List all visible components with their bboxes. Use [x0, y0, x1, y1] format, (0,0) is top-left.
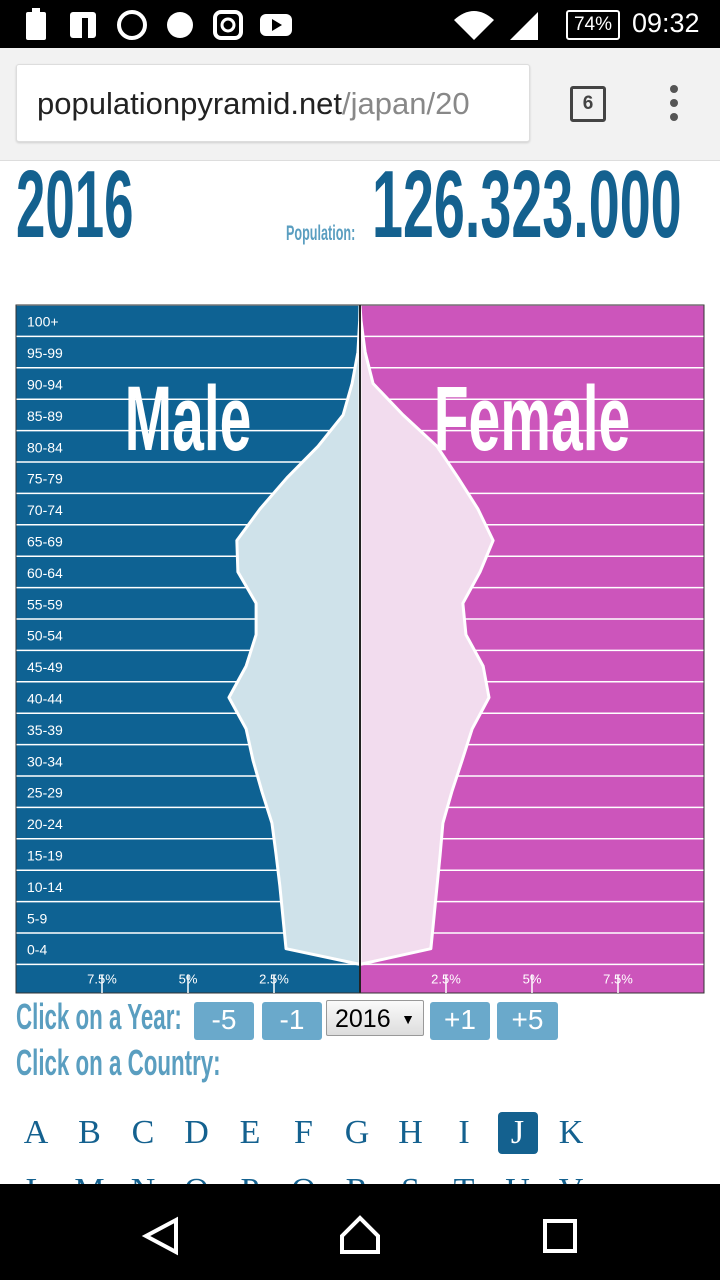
recents-button[interactable]	[543, 1219, 577, 1253]
age-label: 30-34	[27, 753, 63, 769]
year-select[interactable]: 2016 ▼	[326, 1000, 424, 1036]
country-letter[interactable]: J	[497, 1112, 538, 1154]
female-area	[358, 303, 495, 966]
url-path: /japan/20	[342, 86, 470, 121]
series-label: Male	[125, 368, 252, 470]
age-label: 15-19	[27, 848, 63, 864]
country-letter[interactable]: N	[123, 1170, 163, 1184]
year-select-value: 2016	[335, 1005, 391, 1033]
x-tick-label: 2.5%	[259, 971, 289, 986]
nav-icons	[141, 1215, 577, 1256]
pyramid-chart: 0-4 5-9 10-14 15-19 20-24 25-29 30-34 35-39 40-4…	[15, 303, 705, 994]
year-heading: 2016	[16, 151, 134, 258]
age-label: 35-39	[27, 722, 63, 738]
age-label: 100+	[27, 314, 59, 330]
country-letter[interactable]: U	[498, 1170, 538, 1184]
notification-icons	[26, 8, 292, 40]
x-tick-label: 7.5%	[603, 971, 633, 986]
dropdown-arrow: ▼	[401, 1011, 415, 1027]
population-label: Population:	[286, 222, 356, 245]
year-label: Click on a Year:	[16, 996, 182, 1037]
menu-button[interactable]	[664, 84, 684, 124]
country-letter[interactable]: G	[344, 1114, 370, 1151]
country-letter[interactable]: E	[239, 1114, 261, 1151]
age-label: 25-29	[27, 785, 63, 801]
age-label: 70-74	[27, 502, 63, 518]
country-label: Click on a Country:	[16, 1042, 221, 1083]
x-tick-label: 7.5%	[87, 971, 117, 986]
year-button[interactable]: +5	[497, 1002, 558, 1040]
male-area	[227, 303, 362, 966]
x-tick-label: 2.5%	[431, 971, 461, 986]
country-letter[interactable]: Q	[284, 1170, 324, 1184]
age-label: 55-59	[27, 596, 63, 612]
clock: 09:32	[632, 8, 700, 38]
country-letter[interactable]: I	[458, 1114, 470, 1151]
signal-icons	[454, 11, 538, 40]
age-label: 20-24	[27, 816, 63, 832]
age-label: 40-44	[27, 691, 63, 707]
battery: 74%	[566, 10, 620, 40]
chart-border	[15, 304, 705, 994]
age-label: 50-54	[27, 628, 63, 644]
country-letter[interactable]: F	[294, 1114, 313, 1151]
x-tick-label: 5%	[523, 971, 542, 986]
country-letter[interactable]: M	[70, 1170, 110, 1184]
year-button[interactable]: -1	[262, 1002, 322, 1040]
year-button[interactable]: +1	[430, 1002, 490, 1040]
country-letter[interactable]: V	[551, 1170, 591, 1184]
age-label: 45-49	[27, 659, 63, 675]
age-label: 10-14	[27, 879, 63, 895]
tab-switcher[interactable]: 6	[570, 86, 606, 122]
age-label: 60-64	[27, 565, 63, 581]
letters-overflow: LMNOPQRSTUV	[0, 1166, 720, 1184]
age-label: 65-69	[27, 534, 63, 550]
age-label: 5-9	[27, 910, 47, 926]
year-button[interactable]: -5	[194, 1002, 254, 1040]
series-label: Female	[434, 368, 631, 470]
country-letter[interactable]: B	[78, 1114, 101, 1151]
status-bar: 74% 09:32	[0, 0, 720, 48]
nav-bar	[0, 1184, 720, 1280]
browser-toolbar: populationpyramid.net/japan/20 6	[0, 48, 720, 161]
age-label: 95-99	[27, 345, 63, 361]
country-letter[interactable]: S	[391, 1170, 431, 1184]
age-label: 80-84	[27, 439, 63, 455]
age-label: 90-94	[27, 377, 63, 393]
country-letter[interactable]: D	[184, 1114, 209, 1151]
country-letter[interactable]: T	[444, 1170, 484, 1184]
country-letter[interactable]: K	[558, 1114, 584, 1151]
country-letter[interactable]: O	[177, 1170, 217, 1184]
country-letter[interactable]: A	[23, 1114, 49, 1151]
age-label: 75-79	[27, 471, 63, 487]
country-letter[interactable]: H	[398, 1114, 423, 1151]
country-letter[interactable]: C	[131, 1114, 155, 1151]
country-letter[interactable]: P	[230, 1170, 270, 1184]
url-field[interactable]: populationpyramid.net/japan/20	[16, 64, 530, 142]
home-button[interactable]	[340, 1215, 380, 1254]
country-letter[interactable]: R	[337, 1170, 377, 1184]
back-button[interactable]	[141, 1216, 178, 1256]
age-label: 85-89	[27, 408, 63, 424]
age-label: 0-4	[27, 942, 47, 958]
x-tick-label: 5%	[179, 971, 198, 986]
country-letter[interactable]: L	[16, 1170, 56, 1184]
population-value: 126.323.000	[372, 151, 682, 258]
url-host: populationpyramid.net	[37, 86, 343, 121]
